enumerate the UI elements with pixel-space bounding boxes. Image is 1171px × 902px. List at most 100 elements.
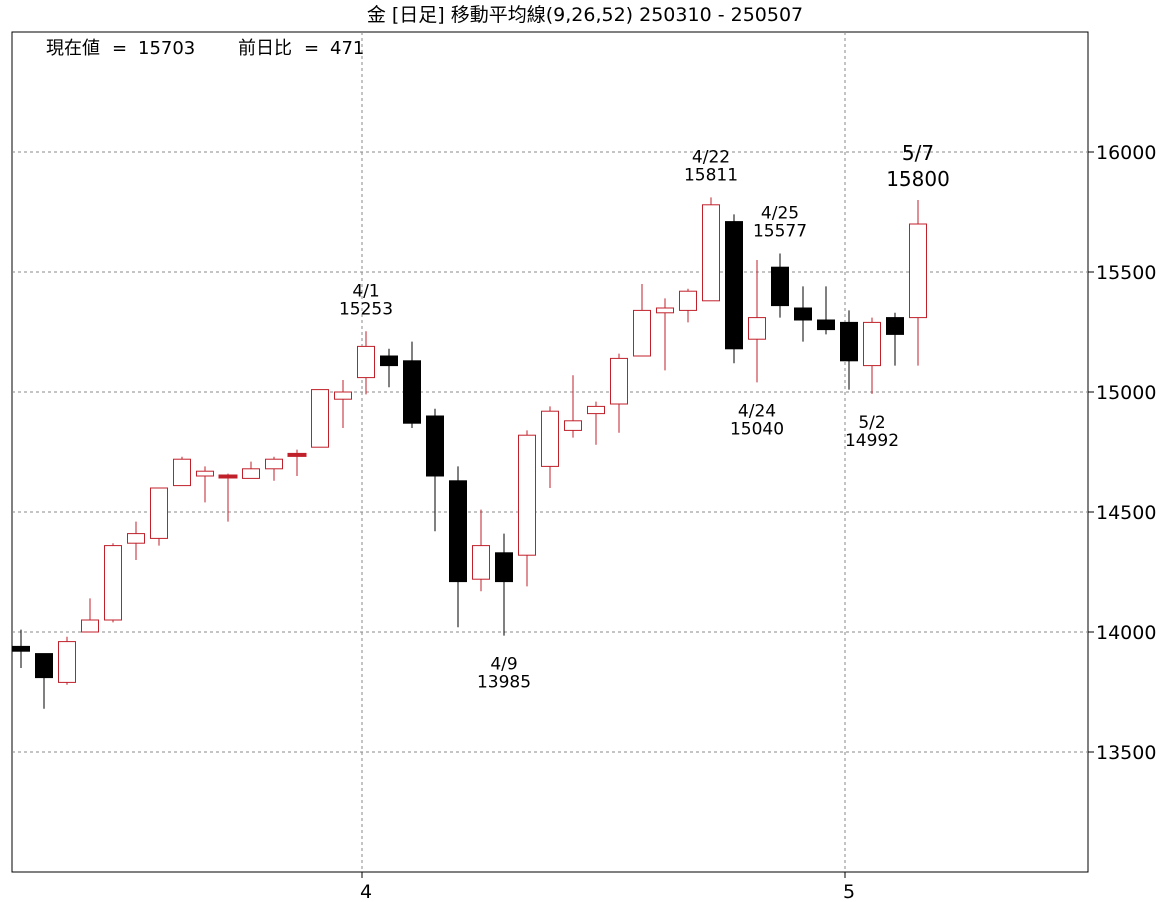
candle-body xyxy=(656,307,674,314)
candle-4-2 xyxy=(380,348,398,388)
current-value-label: 現在値 xyxy=(46,38,100,59)
candle-body xyxy=(403,360,421,424)
chart-title: 金 [日足] 移動平均線(9,26,52) 250310 - 250507 xyxy=(367,4,803,26)
candle-3-31 xyxy=(334,380,352,428)
candle-3-14 xyxy=(104,543,122,623)
candle-3-24 xyxy=(218,473,238,522)
candle-body xyxy=(334,391,352,400)
candle-body xyxy=(426,415,444,477)
candle-body xyxy=(472,545,490,580)
annotation-date: 4/25 xyxy=(761,204,799,224)
candle-body xyxy=(12,645,30,652)
annotation-value: 15040 xyxy=(730,419,784,439)
candle-body xyxy=(702,204,720,302)
candle-body xyxy=(840,321,858,362)
candle-4-23 xyxy=(725,214,743,364)
candle-body xyxy=(449,480,467,583)
candle-body xyxy=(311,389,329,448)
candle-body xyxy=(564,420,582,431)
candle-body xyxy=(886,317,904,335)
candle-3-12 xyxy=(58,636,76,685)
info-line: 現在値 = 15703 前日比 = 471 xyxy=(46,38,364,59)
candle-body xyxy=(58,641,76,683)
annotation-value: 14992 xyxy=(845,431,899,451)
candle-5-2 xyxy=(863,317,881,394)
candle-3-26 xyxy=(265,456,283,481)
candle-3-27 xyxy=(287,449,307,476)
annotation-date: 4/9 xyxy=(490,655,517,675)
y-tick-label: 14500 xyxy=(1096,502,1156,524)
plot-frame xyxy=(11,31,1089,873)
candle-3-19 xyxy=(173,456,191,487)
annotation-value: 15253 xyxy=(339,299,393,319)
y-tick-label: 14000 xyxy=(1096,622,1156,644)
y-tick-label: 13500 xyxy=(1096,742,1156,764)
candle-body xyxy=(541,410,559,467)
candle-4-30 xyxy=(817,286,835,335)
y-tick-label: 15500 xyxy=(1096,262,1156,284)
x-tick-label: 5 xyxy=(843,881,855,902)
candle-body xyxy=(771,266,789,307)
candle-body xyxy=(242,468,260,479)
candle-4-11 xyxy=(541,406,559,488)
candles xyxy=(12,197,927,709)
grid-lines xyxy=(12,32,1088,872)
candle-3-10 xyxy=(12,629,30,668)
annotation-value: 15800 xyxy=(886,167,950,191)
annotation-value: 15811 xyxy=(684,165,738,185)
candle-body xyxy=(909,223,927,319)
candle-body xyxy=(357,345,375,379)
annotation-value: 13985 xyxy=(477,673,531,693)
candle-4-7 xyxy=(449,466,467,628)
candle-4-25 xyxy=(771,253,789,318)
candle-body xyxy=(794,307,812,321)
candle-body xyxy=(35,653,53,679)
candle-4-24 xyxy=(748,260,766,383)
annotation-date: 4/24 xyxy=(738,401,776,421)
candle-4-10 xyxy=(518,430,536,587)
candle-body xyxy=(610,357,628,405)
candle-body xyxy=(679,290,697,311)
candle-3-11 xyxy=(35,653,53,709)
candle-body xyxy=(518,434,536,556)
candle-4-1 xyxy=(357,331,375,395)
candle-body xyxy=(748,317,766,340)
candle-body xyxy=(265,458,283,470)
candle-4-15 xyxy=(587,401,605,445)
candle-4-21 xyxy=(679,288,697,323)
candle-body xyxy=(495,552,513,583)
candle-5-1 xyxy=(840,310,858,390)
y-tick-label: 16000 xyxy=(1096,142,1156,164)
candle-body xyxy=(81,619,99,633)
candle-body xyxy=(218,474,238,479)
candle-5-6 xyxy=(886,312,904,366)
change-label: 前日比 xyxy=(238,38,292,59)
candle-body xyxy=(127,533,145,544)
y-axis: 13500 14000 14500 15000 15500 16000 xyxy=(1088,142,1156,764)
candle-3-18 xyxy=(150,487,168,546)
candle-3-28 xyxy=(311,389,329,448)
candle-body xyxy=(587,405,605,415)
candle-body xyxy=(150,487,168,539)
candle-body xyxy=(863,321,881,367)
current-value: 15703 xyxy=(138,38,195,59)
candle-body xyxy=(196,470,214,477)
candle-body xyxy=(633,309,651,357)
x-tick-label: 4 xyxy=(360,881,372,902)
candle-3-21 xyxy=(196,466,214,503)
candle-body xyxy=(104,545,122,621)
candle-3-25 xyxy=(242,461,260,479)
candle-body xyxy=(380,355,398,367)
candle-4-8 xyxy=(472,509,490,592)
candle-body xyxy=(725,221,743,350)
annotation-date: 5/2 xyxy=(858,413,885,433)
annotation-date: 4/22 xyxy=(692,147,730,167)
